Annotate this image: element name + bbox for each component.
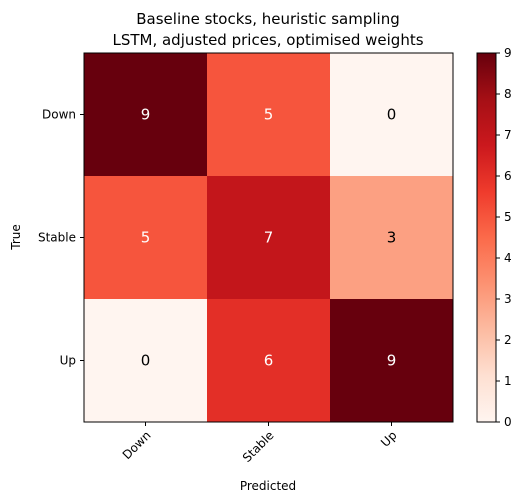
y-axis-label: True [9, 224, 23, 251]
heatmap-cells [84, 53, 454, 423]
cell-value-label: 7 [264, 229, 274, 247]
y-tick-label: Stable [38, 231, 76, 245]
colorbar-tick-label: 4 [504, 251, 512, 265]
cell-value-label: 3 [387, 229, 397, 247]
colorbar-tick-label: 1 [504, 374, 512, 388]
heatmap-cell-1-1 [207, 176, 331, 300]
x-axis-ticks: Down Stable Up [120, 422, 400, 465]
cell-value-label: 5 [141, 229, 151, 247]
cell-value-label: 9 [387, 352, 397, 370]
colorbar-tick-label: 8 [504, 87, 512, 101]
cell-value-label: 0 [141, 352, 151, 370]
colorbar-tick-label: 3 [504, 292, 512, 306]
colorbar-tick-label: 9 [504, 46, 512, 60]
colorbar-tick-label: 0 [504, 415, 512, 429]
heatmap-cell-2-2 [330, 299, 454, 423]
colorbar-tick-label: 5 [504, 210, 512, 224]
colorbar-tick-label: 7 [504, 128, 512, 142]
x-axis-label: Predicted [240, 479, 296, 493]
heatmap-cell-1-2 [330, 176, 454, 300]
colorbar-tick-label: 6 [504, 169, 512, 183]
heatmap-cell-0-0 [84, 53, 208, 177]
chart-title-line-1: Baseline stocks, heuristic sampling [136, 10, 399, 28]
colorbar-tick-label: 2 [504, 333, 512, 347]
cell-value-label: 0 [387, 106, 397, 124]
heatmap-cell-2-0 [84, 299, 208, 423]
cell-value-label: 6 [264, 352, 274, 370]
y-tick-label: Up [60, 354, 76, 368]
x-tick-label: Up [378, 428, 400, 450]
cell-value-label: 9 [141, 106, 151, 124]
colorbar-ticks: 0 1 2 3 4 5 6 7 8 9 [496, 46, 512, 429]
colorbar [476, 52, 497, 423]
heatmap-cell-2-1 [207, 299, 331, 423]
cell-value-label: 5 [264, 106, 274, 124]
x-tick-label: Stable [240, 428, 277, 465]
x-tick-label: Down [120, 428, 154, 462]
heatmap-cell-1-0 [84, 176, 208, 300]
chart-title-line-2: LSTM, adjusted prices, optimised weights [112, 31, 423, 49]
y-axis-ticks: Down Stable Up [38, 108, 84, 368]
heatmap-cell-0-1 [207, 53, 331, 177]
y-tick-label: Down [42, 108, 76, 122]
heatmap-cell-labels: 9 5 0 5 7 3 0 6 9 [141, 106, 397, 370]
heatmap-cell-0-2 [330, 53, 454, 177]
